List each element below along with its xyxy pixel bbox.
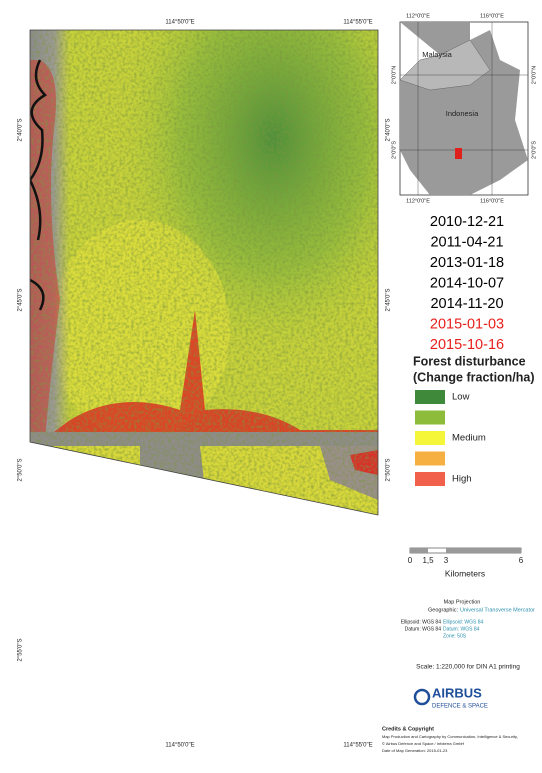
inset-lon: 116°0'0"E (480, 13, 504, 19)
legend-title: (Change fraction/ha) (413, 370, 535, 384)
date: 2014-10-07 (430, 275, 504, 291)
country-label: Malaysia (422, 50, 452, 59)
credits-line: © Airbus Defence and Space / Infoterra G… (382, 741, 464, 746)
projection-title: Map Projection (444, 599, 481, 605)
legend-label: Medium (452, 433, 486, 444)
logo-sub: DEFENCE & SPACE (432, 704, 488, 710)
inset-lat: 2°0'0"N (391, 66, 397, 84)
legend-label: High (452, 474, 472, 485)
inset-lat: 2°0'0"S (531, 141, 537, 159)
date: 2013-01-18 (430, 255, 504, 271)
lat-label: 2°40'0"S (18, 118, 24, 141)
inset-lat: 2°0'0"S (391, 141, 397, 159)
inset-lon: 116°0'0"E (480, 198, 504, 204)
scale-tick: 6 (519, 556, 524, 565)
inset-lon: 112°0'0"E (406, 198, 430, 204)
projection-left: Datum: WGS 84 (405, 626, 442, 632)
legend-swatch (415, 472, 445, 486)
legend-swatch (415, 390, 445, 404)
lon-label: 114°55'0"E (343, 743, 372, 749)
scale-text: Scale: 1:220,000 for DIN A1 printing (416, 664, 520, 671)
lat-label: 2°55'0"S (18, 638, 24, 661)
lat-label: 2°50'0"S (386, 458, 392, 481)
projection-value: Universal Transverse Mercator (460, 607, 535, 613)
date: 2010-12-21 (430, 214, 504, 230)
date: 2011-04-21 (430, 234, 503, 250)
labels: 114°50'0"E 114°50'0"E 114°55'0"E 114°55'0"E… (18, 13, 538, 753)
projection-label: Geographic: (428, 607, 458, 613)
lon-label: 114°55'0"E (343, 20, 372, 26)
lat-label: 2°40'0"S (386, 118, 392, 141)
scale-tick: 1,5 (422, 556, 434, 565)
lat-label: 2°45'0"S (18, 288, 24, 311)
legend-label: Low (452, 392, 470, 403)
lon-label: 114°50'0"E (165, 743, 194, 749)
scale-unit: Kilometers (445, 568, 485, 578)
legend-swatch (415, 451, 445, 466)
lon-label: 114°50'0"E (165, 20, 194, 26)
country-label: Indonesia (446, 109, 479, 118)
projection-right: Ellipsoid: WGS 84 (443, 619, 484, 625)
lat-label: 2°50'0"S (18, 458, 24, 481)
legend-title: Forest disturbance (413, 354, 526, 368)
date: 2015-01-03 (430, 316, 504, 332)
lat-label: 2°45'0"S (386, 288, 392, 311)
inset-lon: 112°0'0"E (406, 13, 430, 19)
scale-tick: 3 (444, 556, 449, 565)
projection-right: Zone: 50S (443, 633, 467, 639)
date: 2014-11-20 (430, 296, 503, 312)
credits-line: Map Production and Cartography by Commun… (382, 734, 518, 739)
raster (30, 30, 378, 515)
date: 2015-10-16 (430, 337, 504, 353)
projection-left: Ellipsoid: WGS 84 (401, 619, 442, 625)
credits-line: Date of Map Generation: 2015-01-23 (382, 748, 448, 753)
legend-swatch (415, 431, 445, 445)
projection-right: Datum: WGS 84 (443, 626, 480, 632)
legend-swatch (415, 410, 445, 425)
logo-name: AIRBUS (432, 685, 482, 700)
scale-tick: 0 (408, 556, 413, 565)
credits-title: Credits & Copyright (382, 726, 434, 732)
inset-lat: 2°0'0"N (531, 66, 537, 84)
